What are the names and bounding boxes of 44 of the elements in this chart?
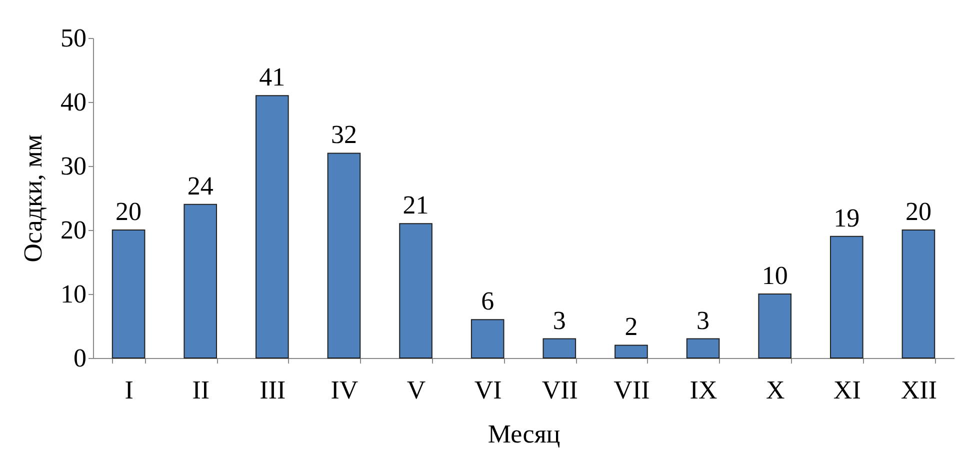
data-label: 32 xyxy=(330,120,357,150)
data-label: 41 xyxy=(259,62,286,92)
x-tick-label: X xyxy=(766,376,785,404)
x-tick-label: V xyxy=(406,376,426,404)
y-tick-label: 40 xyxy=(60,88,86,116)
data-label: 10 xyxy=(762,261,788,290)
bar xyxy=(542,338,576,358)
bar xyxy=(184,204,218,358)
x-tick-label: VII xyxy=(542,376,578,404)
data-label: 20 xyxy=(116,197,142,226)
bar xyxy=(758,294,792,358)
data-label: 3 xyxy=(552,306,566,335)
data-label: 20 xyxy=(905,197,932,226)
bar xyxy=(614,344,648,358)
data-label: 6 xyxy=(481,286,494,316)
data-label: 24 xyxy=(187,171,214,200)
x-tick-label: VI xyxy=(474,376,502,404)
y-axis-title: Осадки, мм xyxy=(18,134,48,262)
y-tick-label: 0 xyxy=(74,344,86,372)
data-label: 21 xyxy=(402,190,429,220)
x-tick-label: XI xyxy=(833,376,861,404)
x-tick-label: IV xyxy=(330,376,358,404)
x-tick-label: VII xyxy=(614,376,650,404)
x-tick-label: II xyxy=(192,376,210,404)
y-tick-label: 10 xyxy=(60,280,86,308)
bar xyxy=(830,236,864,358)
y-tick-label: 20 xyxy=(60,216,86,244)
bar xyxy=(327,152,361,358)
x-tick-label: III xyxy=(260,376,286,404)
bar xyxy=(686,338,720,358)
x-axis-title: Месяц xyxy=(488,420,560,448)
x-tick-label: IX xyxy=(690,376,718,404)
bar xyxy=(256,95,289,358)
data-label: 3 xyxy=(696,306,710,335)
y-tick-label: 50 xyxy=(60,24,86,52)
data-label: 2 xyxy=(624,312,638,342)
bar xyxy=(902,230,936,358)
bar xyxy=(112,230,146,358)
bar xyxy=(470,319,504,358)
bar xyxy=(399,223,432,358)
data-label: 19 xyxy=(834,203,860,232)
x-tick-label: XII xyxy=(900,376,937,404)
y-tick-label: 30 xyxy=(60,152,86,180)
x-tick-label: I xyxy=(124,376,134,404)
